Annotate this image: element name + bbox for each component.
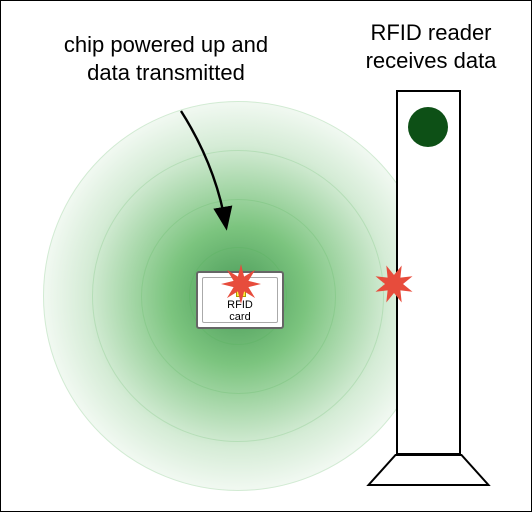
chip-label: chip powered up anddata transmitted bbox=[11, 31, 321, 86]
rfid-card: RFID card bbox=[196, 271, 284, 329]
card-chip bbox=[236, 287, 246, 297]
reader-label: RFID readerreceives data bbox=[336, 19, 526, 74]
reader-base bbox=[369, 455, 489, 485]
card-label-line1: RFID bbox=[198, 299, 282, 311]
card-label-line2: card bbox=[198, 311, 282, 323]
reader-indicator-light bbox=[408, 107, 448, 147]
